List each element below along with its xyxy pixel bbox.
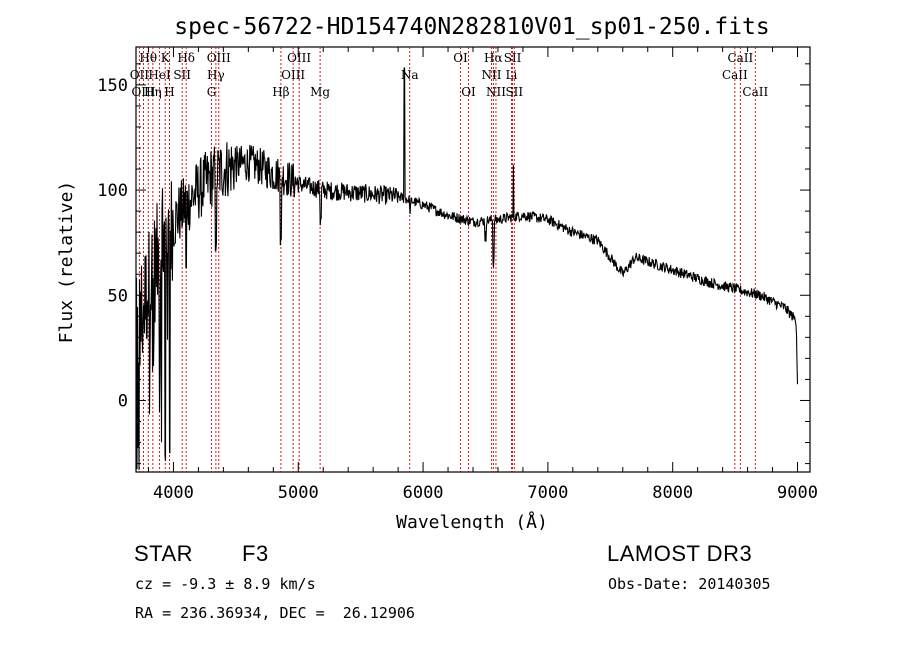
spectral-line-label: SII (505, 85, 523, 99)
object-class: STAR (134, 541, 194, 566)
spectral-line-label: Hδ (177, 51, 195, 65)
spectral-line-markers (138, 47, 756, 472)
spectral-line-label: Hθ (139, 51, 157, 65)
y-axis-label: Flux (relative) (56, 181, 77, 344)
axis-tick-labels: 4000 5000 6000 7000 8000 9000 0 50 100 150 (97, 76, 818, 503)
spectral-line-label: Hα (484, 51, 503, 65)
flux-series-line (135, 67, 799, 470)
spectral-line-label: OIII (131, 85, 155, 99)
spectral-line-label: CaII (727, 51, 753, 65)
spectral-line-label: NII (486, 85, 506, 99)
x-tick-label: 9000 (777, 483, 818, 503)
spectral-line-label: CaII (722, 68, 748, 82)
spectral-line-label: OI (453, 51, 468, 65)
survey-name: LAMOST DR3 (607, 541, 753, 566)
x-tick-label: 4000 (153, 483, 194, 503)
x-tick-label: 5000 (278, 483, 319, 503)
chart-title: spec-56722-HD154740N282810V01_sp01-250.f… (174, 14, 769, 40)
x-tick-label: 7000 (527, 483, 568, 503)
spectral-line-label: Li (506, 68, 518, 82)
spectral-line-label: OIII (281, 68, 305, 82)
coordinates-readout: RA = 236.36934, DEC = 26.12906 (135, 604, 415, 622)
spectral-line-label: Hβ (272, 85, 289, 99)
spectral-line-label: NII (481, 68, 501, 82)
x-axis-label: Wavelength (Å) (396, 511, 548, 530)
axis-ticks (136, 47, 810, 472)
spectral-line-labels: Hθ OII OIII K HeI Hη H Hδ SII OIII Hγ G Hβ OIII OIII Mg… (130, 51, 769, 99)
spectral-line-label: G (207, 85, 217, 99)
spectral-line-label: OI (461, 85, 476, 99)
spectral-line-label: Hη (144, 85, 162, 99)
y-tick-label: 50 (108, 286, 128, 306)
spectral-line-label: Na (401, 68, 419, 82)
spectral-line-label: SII (173, 68, 191, 82)
spectrum-chart: spec-56722-HD154740N282810V01_sp01-250.f… (56, 14, 818, 533)
spectral-line-label: Mg (310, 85, 330, 99)
y-tick-label: 100 (97, 181, 128, 201)
x-tick-label: 6000 (403, 483, 444, 503)
spectral-line-label: Hγ (207, 68, 225, 82)
observation-date: Obs-Date: 20140305 (608, 575, 771, 593)
y-tick-label: 150 (97, 76, 128, 96)
plot-frame (135, 46, 811, 473)
spectral-line-label: HeI (148, 68, 171, 82)
spectral-line-label: K (161, 51, 171, 65)
spectral-line-label: OIII (207, 51, 231, 65)
spectral-line-label: OII (130, 68, 150, 82)
x-tick-label: 8000 (652, 483, 693, 503)
spectral-line-label: SII (504, 51, 522, 65)
axes-frame (135, 46, 811, 473)
spectral-line-label: H (164, 85, 174, 99)
y-tick-label: 0 (118, 391, 128, 411)
spectral-line-label: CaII (742, 85, 768, 99)
redshift-readout: cz = -9.3 ± 8.9 km/s (135, 575, 316, 593)
spectral-line-label: OIII (287, 51, 311, 65)
object-subclass: F3 (242, 541, 269, 566)
